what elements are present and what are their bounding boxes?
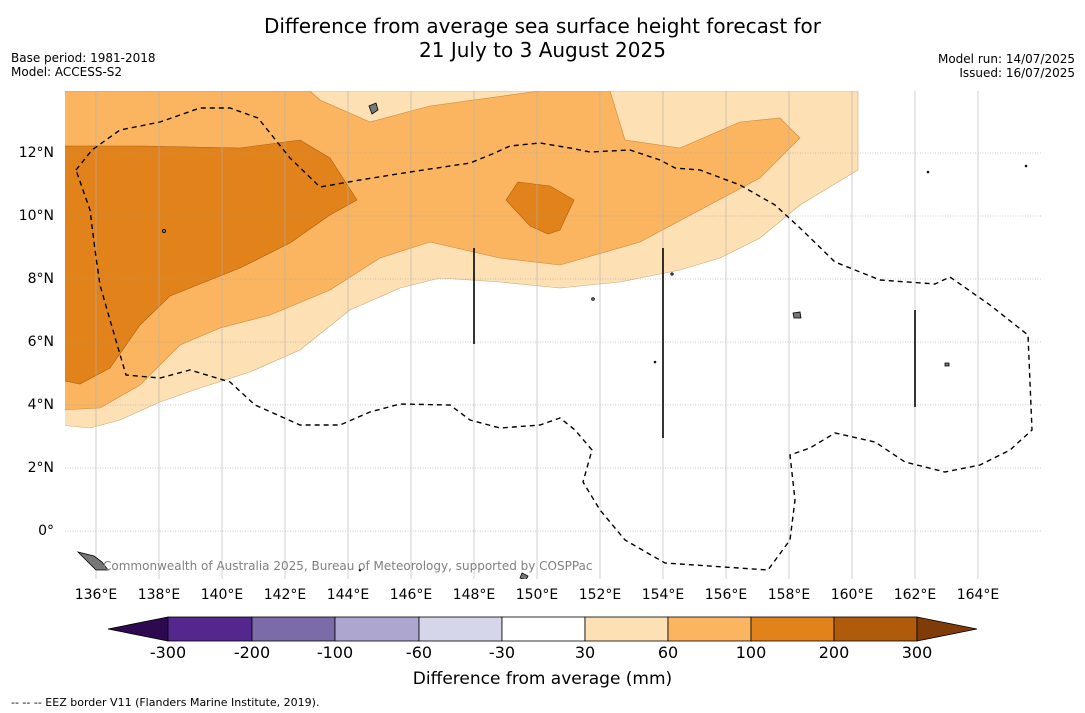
x-tick-label: 156°E — [704, 587, 748, 603]
colorbar-label: -200 — [233, 643, 271, 662]
x-tick-label: 160°E — [830, 587, 874, 603]
y-tick-label: 6°N — [27, 334, 54, 350]
footer-legend: -- -- -- EEZ border V11 (Flanders Marine… — [11, 696, 320, 709]
colorbar-label: -60 — [405, 643, 433, 662]
colorbar-segment — [667, 616, 752, 642]
colorbar-label: 100 — [735, 643, 767, 662]
x-tick-label: 148°E — [452, 587, 496, 603]
colorbar-segment — [750, 616, 835, 642]
colorbar-label: -100 — [316, 643, 354, 662]
x-tick-label: 138°E — [137, 587, 181, 603]
y-tick-label: 4°N — [27, 397, 54, 413]
x-tick-label: 150°E — [515, 587, 559, 603]
colorbar-segment — [501, 616, 586, 642]
islet — [358, 568, 362, 572]
islet — [591, 297, 595, 301]
model-text: Model: ACCESS-S2 — [11, 65, 123, 79]
colorbar-extend-low — [107, 616, 169, 642]
islet — [926, 170, 930, 174]
colorbar-label: 300 — [901, 643, 933, 662]
copyright-text: Commonwealth of Australia 2025, Bureau o… — [103, 559, 593, 573]
colorbar-label: 200 — [818, 643, 850, 662]
colorbar-segment — [833, 616, 918, 642]
colorbar-label: 60 — [657, 643, 679, 662]
x-tick-label: 154°E — [641, 587, 685, 603]
colorbar-label: 30 — [574, 643, 596, 662]
x-tick-label: 142°E — [263, 587, 307, 603]
colorbar-segment — [334, 616, 420, 642]
model-run-text: Model run: 14/07/2025 — [937, 52, 1075, 66]
anomaly-patch-100-200 — [505, 181, 575, 235]
colorbar-title: Difference from average (mm) — [412, 669, 673, 689]
longitude-gridlines — [95, 91, 979, 579]
y-tick-label: 0° — [38, 523, 54, 539]
map-area — [65, 91, 1042, 579]
islet — [161, 228, 166, 233]
reference-lines — [473, 248, 916, 438]
meta-left: Base period: 1981-2018 Model: ACCESS-S2 — [11, 51, 156, 79]
y-tick-label: 12°N — [18, 145, 54, 161]
island-kosrae — [792, 311, 802, 319]
island-south — [519, 572, 529, 579]
title-line-2: 21 July to 3 August 2025 — [419, 38, 666, 62]
eez-border — [75, 107, 1033, 571]
x-tick-label: 158°E — [767, 587, 811, 603]
island-north — [368, 102, 379, 115]
y-tick-label: 2°N — [27, 460, 54, 476]
x-tick-label: 152°E — [578, 587, 622, 603]
x-tick-label: 140°E — [200, 587, 244, 603]
chart-title: Difference from average sea surface heig… — [0, 14, 1085, 62]
colorbar-segment — [167, 616, 253, 642]
x-tick-label: 164°E — [956, 587, 1000, 603]
colorbar-segment — [584, 616, 669, 642]
x-tick-label: 136°E — [74, 587, 118, 603]
islet — [670, 272, 674, 276]
colorbar-segment — [251, 616, 336, 642]
colorbar — [107, 616, 978, 642]
meta-right: Model run: 14/07/2025 Issued: 16/07/2025 — [938, 52, 1075, 80]
x-tick-label: 146°E — [389, 587, 433, 603]
colorbar-label: -30 — [488, 643, 516, 662]
colorbar-label: -300 — [149, 643, 187, 662]
x-tick-label: 162°E — [893, 587, 937, 603]
title-line-1: Difference from average sea surface heig… — [263, 14, 822, 38]
x-tick-label: 144°E — [326, 587, 370, 603]
islet — [1024, 164, 1028, 168]
base-period-text: Base period: 1981-2018 — [11, 51, 156, 65]
y-tick-label: 8°N — [27, 271, 54, 287]
anomaly-band-100-200 — [65, 139, 358, 385]
colorbar-extend-high — [916, 616, 978, 642]
islands — [76, 102, 1028, 579]
y-tick-label: 10°N — [18, 208, 54, 224]
latitude-gridlines — [65, 152, 1042, 532]
colorbar-segment — [418, 616, 503, 642]
islet — [653, 360, 657, 364]
island-newguinea — [76, 551, 109, 571]
issued-text: Issued: 16/07/2025 — [959, 66, 1075, 80]
island-east — [944, 362, 950, 367]
